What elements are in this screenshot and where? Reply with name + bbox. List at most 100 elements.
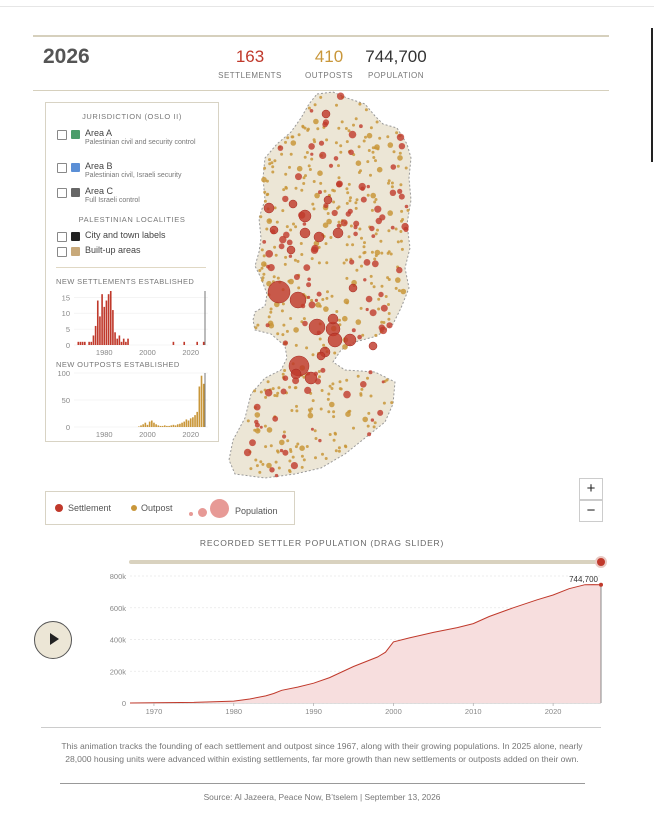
outpost-marker[interactable] (272, 275, 276, 279)
settlement-marker[interactable] (365, 307, 369, 312)
outpost-marker[interactable] (338, 380, 342, 384)
outpost-marker[interactable] (366, 424, 370, 428)
settlement-marker[interactable] (386, 322, 393, 329)
outpost-marker[interactable] (374, 198, 378, 201)
outpost-marker[interactable] (326, 218, 332, 225)
checkbox[interactable] (57, 232, 67, 242)
outpost-marker[interactable] (269, 444, 273, 448)
settlement-marker[interactable] (323, 195, 333, 205)
outpost-marker[interactable] (382, 321, 386, 324)
outpost-marker[interactable] (314, 437, 318, 440)
outpost-marker[interactable] (397, 289, 401, 293)
slider-handle[interactable] (595, 556, 607, 568)
outpost-marker[interactable] (282, 323, 286, 327)
outpost-marker[interactable] (362, 139, 366, 143)
outpost-marker[interactable] (397, 155, 403, 161)
outpost-marker[interactable] (325, 138, 329, 142)
outpost-marker[interactable] (376, 228, 379, 232)
outpost-marker[interactable] (290, 409, 294, 412)
outpost-marker[interactable] (380, 320, 384, 324)
population-chart[interactable]: 0 200k 400k 600k 800k 1970 1980 1990 2000 2010 20… (96, 550, 612, 718)
outpost-marker[interactable] (283, 369, 287, 372)
settlement-marker[interactable] (286, 245, 296, 255)
outpost-marker[interactable] (288, 469, 291, 472)
outpost-marker[interactable] (329, 401, 335, 408)
outpost-marker[interactable] (249, 467, 253, 471)
outpost-marker[interactable] (347, 235, 351, 239)
settlement-marker[interactable] (288, 199, 298, 209)
outpost-marker[interactable] (311, 399, 315, 403)
outpost-marker[interactable] (387, 229, 391, 233)
settlement-marker[interactable] (314, 298, 318, 302)
outpost-marker[interactable] (261, 261, 267, 267)
outpost-marker[interactable] (284, 140, 287, 144)
outpost-marker[interactable] (259, 215, 263, 219)
settlement-marker[interactable] (302, 320, 308, 327)
outpost-marker[interactable] (345, 301, 349, 305)
settlement-marker[interactable] (299, 227, 311, 239)
settlement-marker[interactable] (320, 367, 326, 373)
outpost-marker[interactable] (390, 401, 394, 405)
outpost-marker[interactable] (394, 286, 398, 290)
outpost-marker[interactable] (321, 452, 324, 456)
outpost-marker[interactable] (283, 262, 287, 266)
outpost-marker[interactable] (390, 181, 394, 185)
outpost-marker[interactable] (296, 442, 300, 446)
outpost-marker[interactable] (281, 209, 285, 213)
outpost-marker[interactable] (269, 307, 273, 311)
settlement-marker[interactable] (368, 370, 373, 375)
settlement-marker[interactable] (269, 467, 275, 473)
settlement-marker[interactable] (304, 386, 312, 394)
settlement-marker[interactable] (333, 156, 339, 161)
settlement-marker[interactable] (374, 205, 382, 213)
settlement-marker[interactable] (316, 330, 321, 335)
settlement-marker[interactable] (396, 266, 403, 274)
outpost-marker[interactable] (265, 193, 269, 197)
outpost-marker[interactable] (322, 222, 329, 228)
settlement-marker[interactable] (309, 109, 314, 113)
settlement-marker[interactable] (353, 220, 360, 227)
outpost-marker[interactable] (337, 220, 341, 224)
outpost-marker[interactable] (376, 147, 380, 151)
settlement-marker[interactable] (288, 254, 293, 258)
settlement-marker[interactable] (318, 438, 322, 443)
settlement-marker[interactable] (348, 130, 357, 139)
outpost-marker[interactable] (335, 310, 339, 313)
outpost-marker[interactable] (320, 389, 324, 392)
outpost-marker[interactable] (329, 236, 333, 239)
outpost-marker[interactable] (374, 232, 378, 236)
outpost-marker[interactable] (379, 239, 383, 243)
outpost-marker[interactable] (273, 159, 277, 163)
outpost-marker[interactable] (318, 337, 322, 341)
settlement-marker[interactable] (300, 303, 306, 309)
outpost-marker[interactable] (282, 188, 286, 192)
outpost-marker[interactable] (362, 245, 366, 249)
outpost-marker[interactable] (310, 157, 314, 161)
settlement-marker[interactable] (389, 189, 397, 196)
settlement-marker[interactable] (253, 403, 261, 411)
outpost-marker[interactable] (280, 152, 284, 156)
outpost-marker[interactable] (339, 144, 343, 148)
outpost-marker[interactable] (367, 149, 371, 152)
outpost-marker[interactable] (293, 258, 297, 262)
settlement-marker[interactable] (336, 180, 343, 188)
outpost-marker[interactable] (377, 307, 381, 311)
outpost-marker[interactable] (266, 380, 270, 384)
outpost-marker[interactable] (300, 454, 304, 458)
outpost-marker[interactable] (390, 185, 394, 189)
outpost-marker[interactable] (321, 298, 325, 301)
settlement-marker[interactable] (336, 92, 345, 100)
outpost-marker[interactable] (380, 251, 384, 255)
settlement-marker[interactable] (363, 278, 367, 282)
settlement-marker[interactable] (381, 380, 385, 384)
outpost-marker[interactable] (307, 106, 311, 110)
settlement-marker[interactable] (308, 318, 326, 336)
outpost-marker[interactable] (334, 449, 338, 453)
outpost-marker[interactable] (337, 126, 341, 130)
outpost-marker[interactable] (253, 428, 257, 432)
outpost-marker[interactable] (268, 158, 271, 162)
settlement-marker[interactable] (371, 234, 376, 239)
outpost-marker[interactable] (354, 206, 358, 210)
outpost-marker[interactable] (261, 276, 265, 280)
settlement-marker[interactable] (282, 449, 289, 456)
